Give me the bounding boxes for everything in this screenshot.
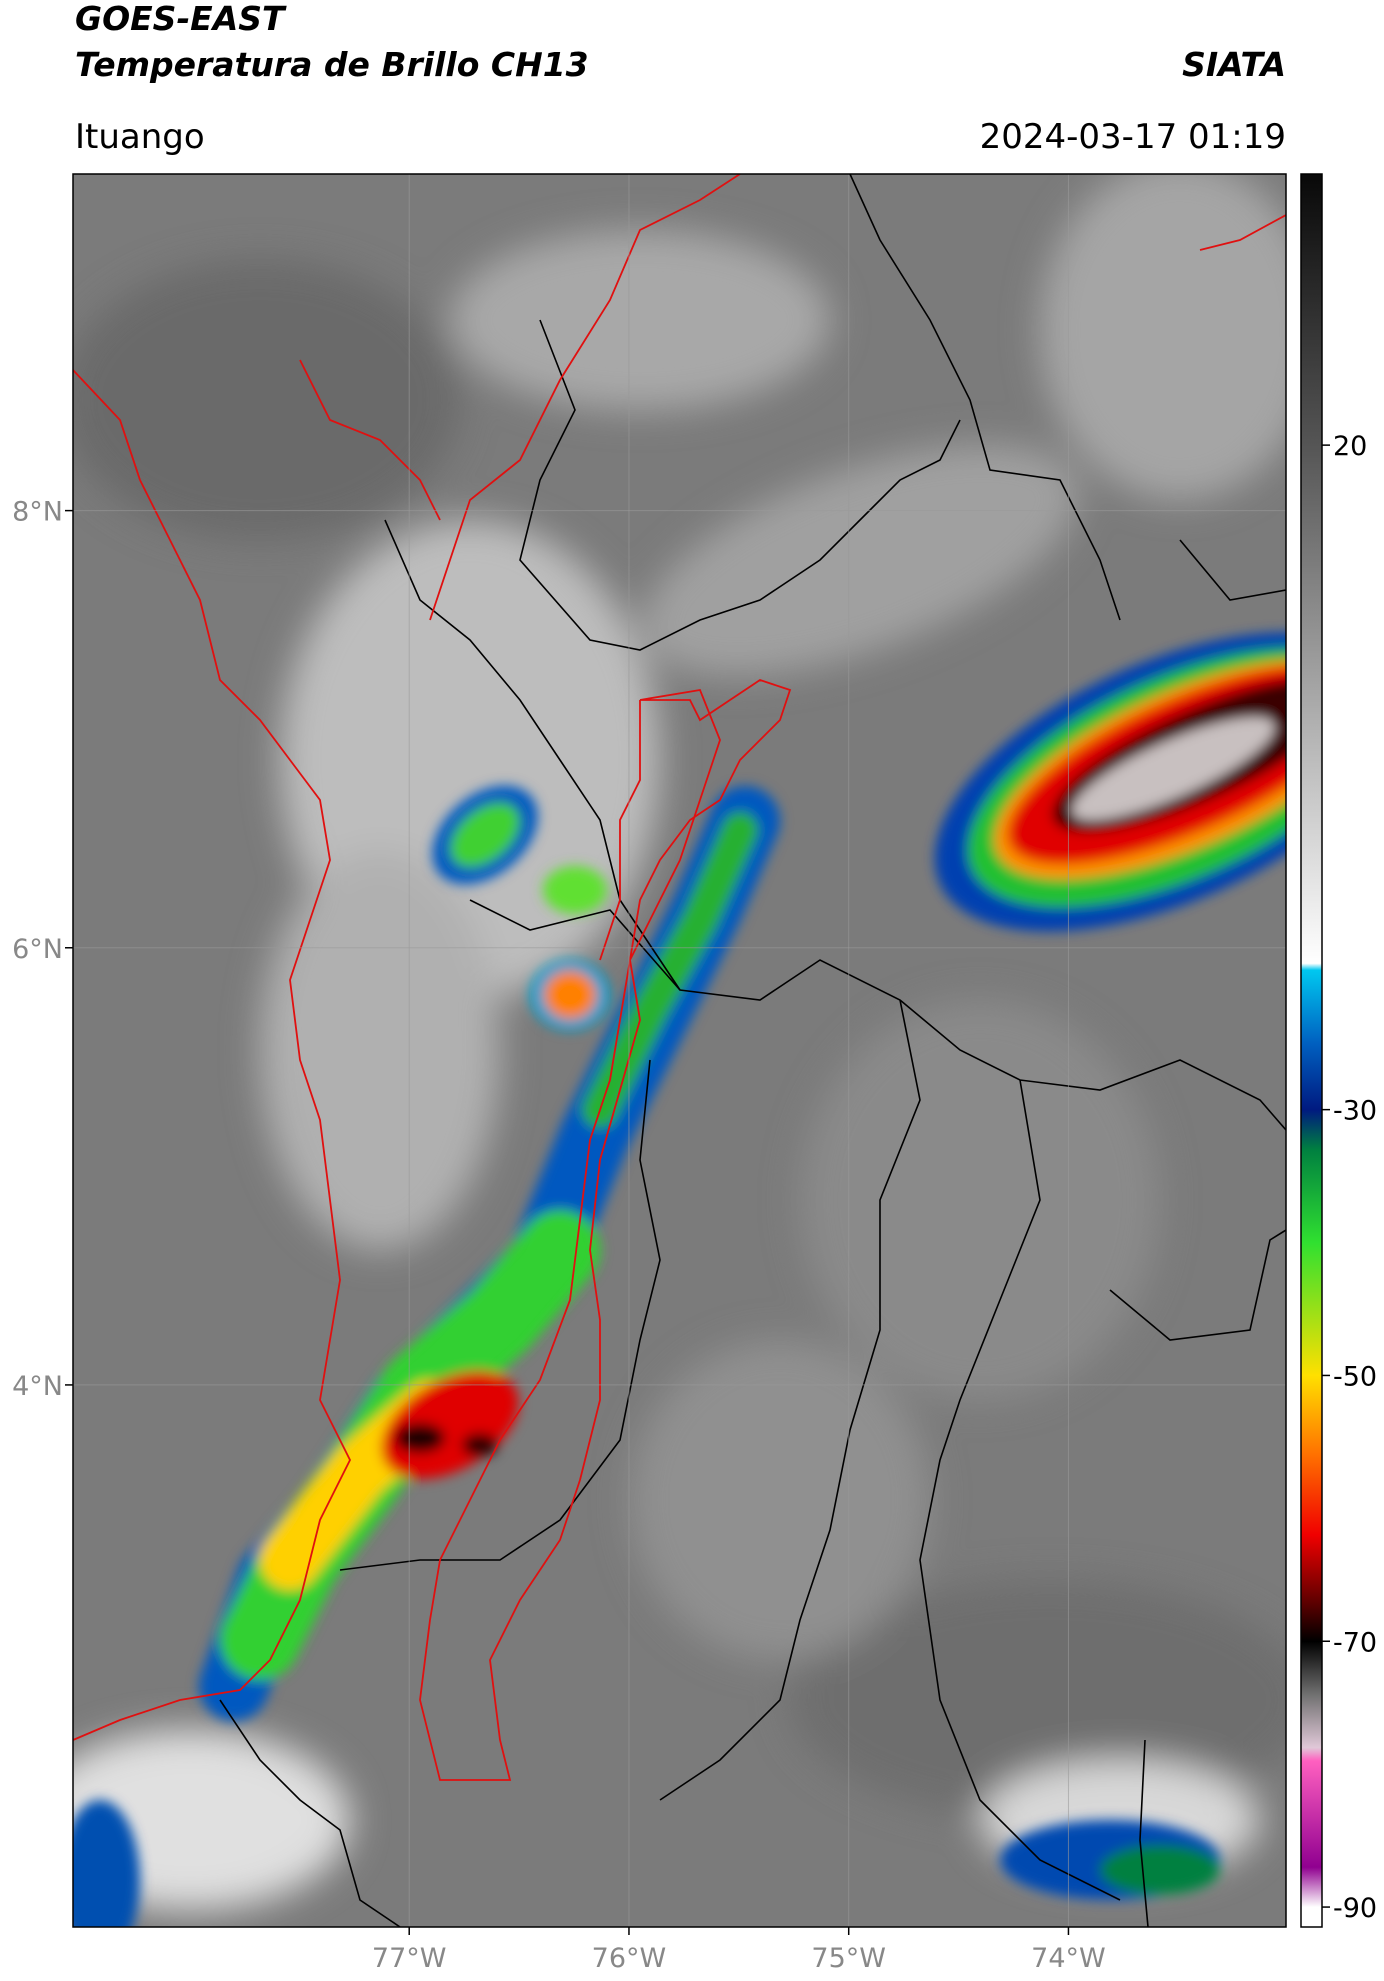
title: GOES-EAST xyxy=(75,0,287,38)
brand: SIATA xyxy=(1182,45,1286,84)
colorbar-tick-label: -30 xyxy=(1333,1096,1377,1127)
colorbar-tick-label: -50 xyxy=(1333,1361,1377,1392)
graticule xyxy=(73,174,1286,1927)
x-tick-label: 75°W xyxy=(811,1943,886,1974)
x-tick-label: 74°W xyxy=(1031,1943,1106,1974)
x-tick-label: 76°W xyxy=(592,1943,667,1974)
map-frame xyxy=(72,173,1287,1928)
storm-east xyxy=(934,632,1286,932)
location: Ituango xyxy=(75,117,205,157)
y-tick-label: 6°N xyxy=(12,934,63,965)
y-tick-label: 4°N xyxy=(12,1371,63,1402)
national-boundaries xyxy=(73,174,1286,1781)
storm-line xyxy=(73,785,1220,1927)
colorbar-tick-label: -70 xyxy=(1333,1627,1377,1658)
colorbar-tick-label: 20 xyxy=(1333,431,1367,462)
y-tick-label: 8°N xyxy=(12,497,63,528)
admin-boundaries xyxy=(219,174,1286,1927)
cloud-field xyxy=(73,174,1286,1910)
x-tick-label: 77°W xyxy=(372,1943,447,1974)
colorbar xyxy=(1300,173,1323,1928)
timestamp: 2024-03-17 01:19 xyxy=(980,117,1286,157)
map xyxy=(73,174,1286,1927)
subtitle: Temperatura de Brillo CH13 xyxy=(75,45,589,84)
colorbar-tick-label: -90 xyxy=(1333,1893,1377,1924)
